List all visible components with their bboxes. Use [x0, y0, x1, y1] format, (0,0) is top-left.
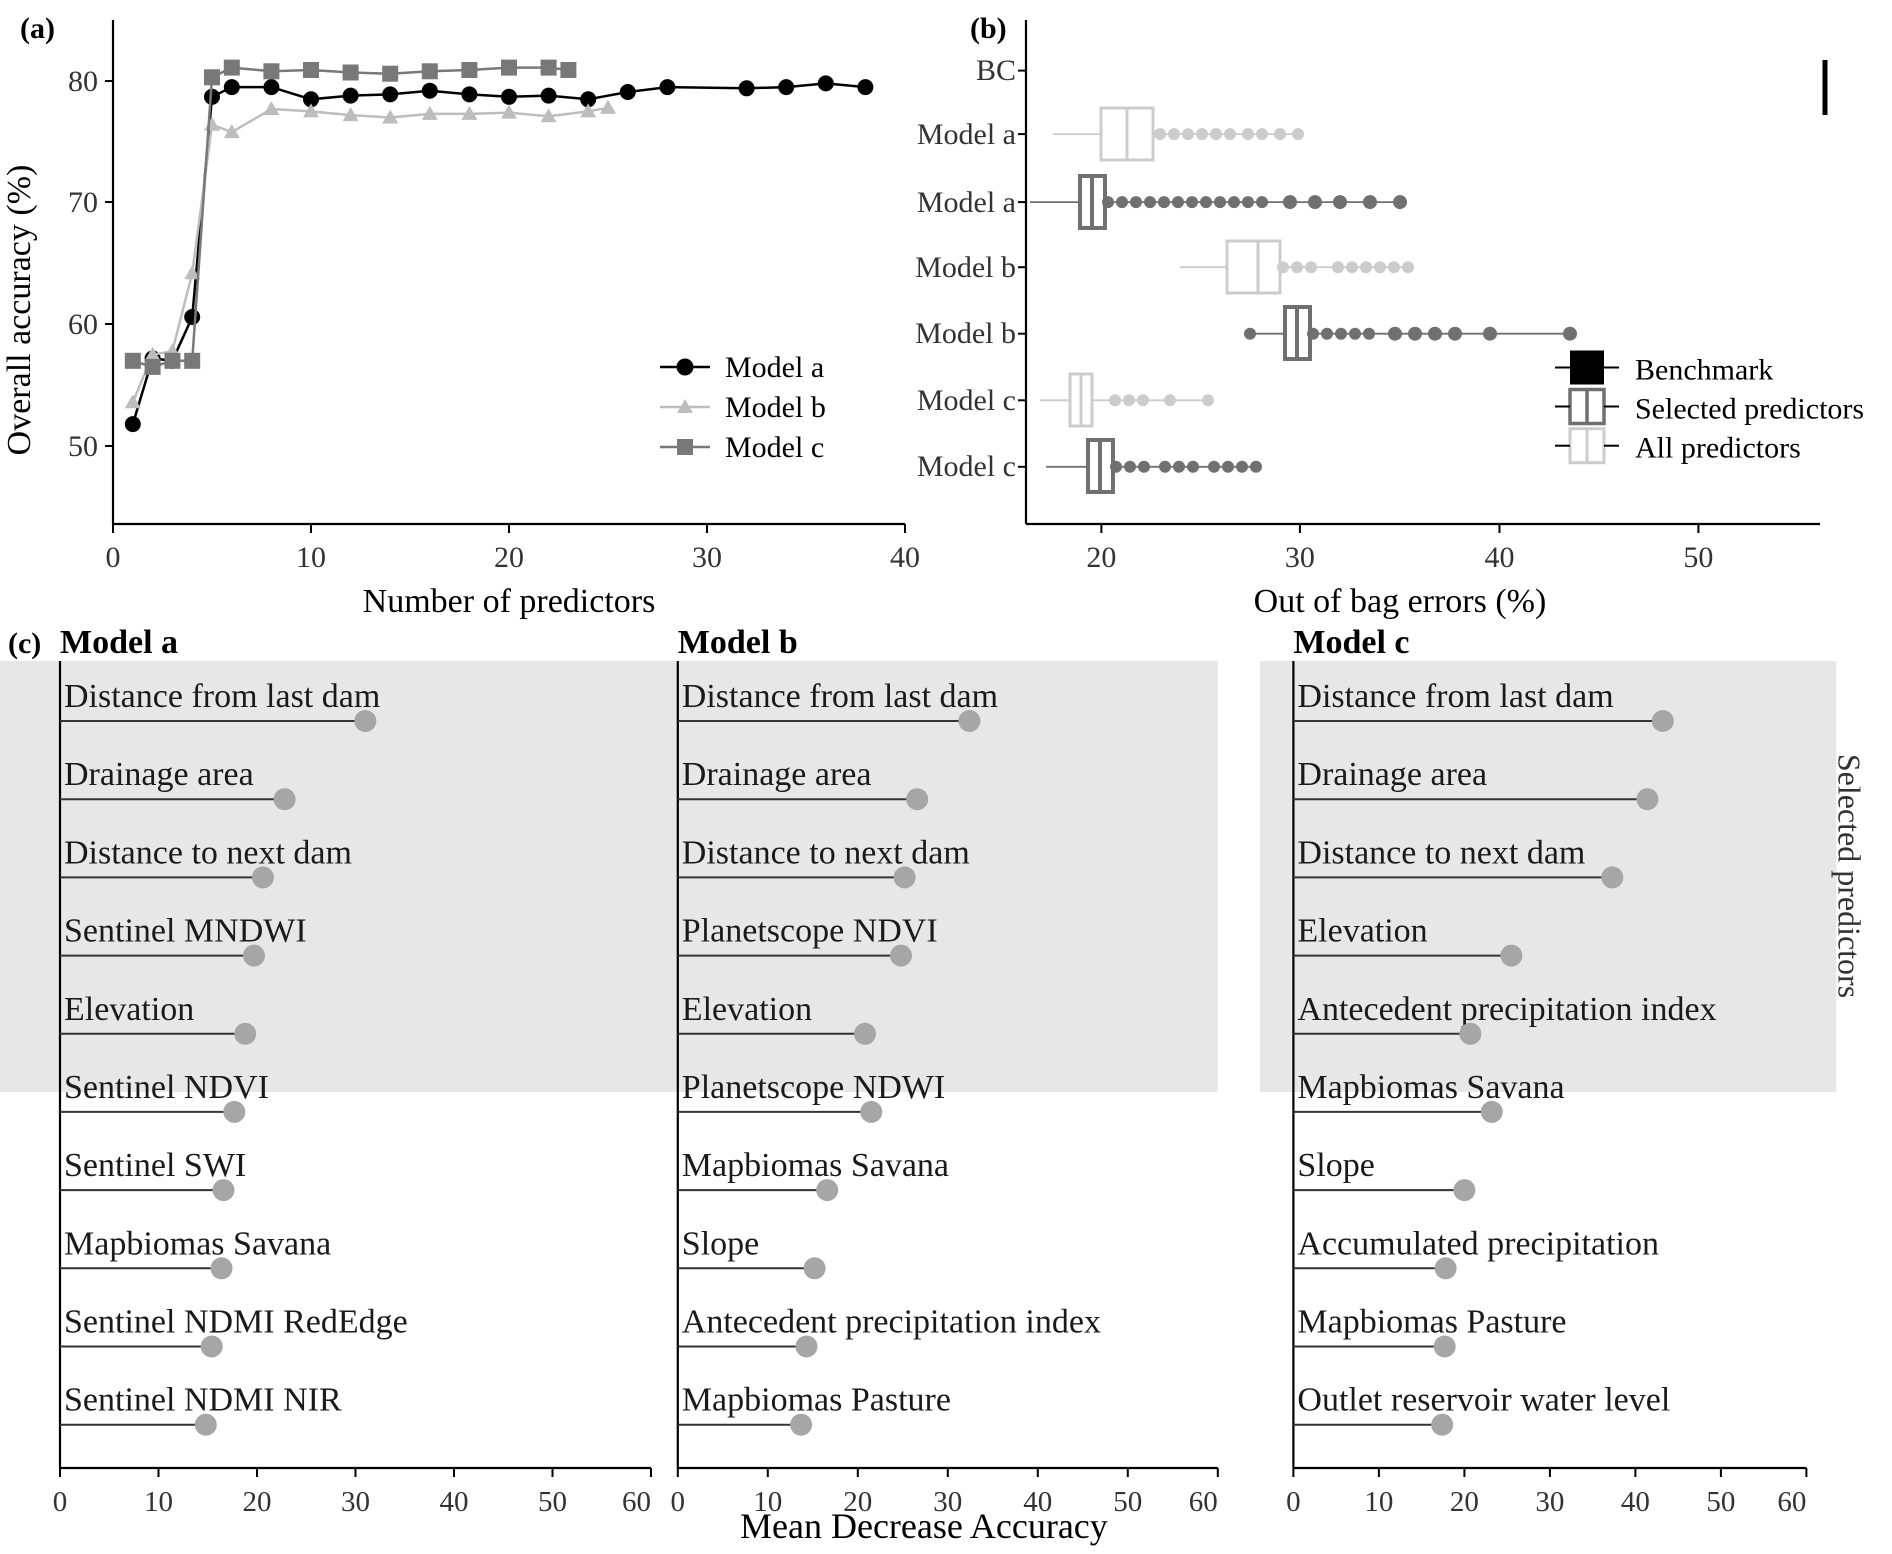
svg-text:20: 20: [1086, 541, 1116, 574]
svg-text:10: 10: [296, 541, 326, 574]
svg-text:Drainage area: Drainage area: [682, 756, 872, 793]
svg-text:Model b: Model b: [915, 251, 1016, 284]
svg-text:Model a: Model a: [917, 118, 1016, 151]
svg-text:Out of bag errors (%): Out of bag errors (%): [1254, 583, 1547, 620]
svg-text:10: 10: [1364, 1486, 1393, 1518]
svg-text:40: 40: [1621, 1486, 1650, 1518]
svg-text:Distance from last dam: Distance from last dam: [682, 678, 998, 715]
svg-text:50: 50: [68, 430, 98, 463]
svg-text:70: 70: [68, 186, 98, 219]
svg-text:40: 40: [440, 1486, 469, 1518]
svg-text:50: 50: [1706, 1486, 1735, 1518]
svg-text:Model a: Model a: [917, 186, 1016, 219]
svg-text:80: 80: [68, 65, 98, 98]
svg-text:Benchmark: Benchmark: [1635, 354, 1773, 387]
svg-text:Model b: Model b: [725, 391, 826, 424]
svg-text:10: 10: [144, 1486, 173, 1518]
svg-text:Number of predictors: Number of predictors: [363, 583, 656, 620]
svg-text:Slope: Slope: [1297, 1147, 1374, 1184]
svg-text:30: 30: [1285, 541, 1315, 574]
svg-text:Drainage area: Drainage area: [1297, 756, 1487, 793]
svg-text:Sentinel MNDWI: Sentinel MNDWI: [64, 913, 307, 950]
svg-text:Mean Decrease Accuracy: Mean Decrease Accuracy: [740, 1506, 1108, 1546]
svg-text:50: 50: [1683, 541, 1713, 574]
svg-text:40: 40: [890, 541, 920, 574]
svg-text:0: 0: [1286, 1486, 1301, 1518]
svg-text:Model c: Model c: [725, 431, 824, 464]
svg-text:Model c: Model c: [917, 450, 1016, 483]
svg-text:(c): (c): [8, 627, 41, 660]
svg-text:20: 20: [1450, 1486, 1479, 1518]
svg-text:Antecedent precipitation index: Antecedent precipitation index: [1297, 991, 1716, 1028]
svg-text:(b): (b): [970, 12, 1007, 45]
svg-text:Model b: Model b: [915, 317, 1016, 350]
svg-text:Mapbiomas Savana: Mapbiomas Savana: [1297, 1069, 1564, 1106]
svg-text:Elevation: Elevation: [64, 991, 194, 1028]
svg-text:Slope: Slope: [682, 1225, 759, 1262]
svg-text:Elevation: Elevation: [1297, 913, 1427, 950]
svg-text:Model b: Model b: [678, 624, 798, 661]
svg-text:Distance to next dam: Distance to next dam: [682, 834, 970, 871]
svg-text:Selected predictors: Selected predictors: [1635, 393, 1864, 426]
svg-text:30: 30: [1535, 1486, 1564, 1518]
svg-text:Distance from last dam: Distance from last dam: [64, 678, 380, 715]
svg-text:Outlet reservoir water level: Outlet reservoir water level: [1297, 1382, 1670, 1419]
svg-text:60: 60: [1777, 1486, 1806, 1518]
svg-text:Drainage area: Drainage area: [64, 756, 254, 793]
svg-text:50: 50: [1113, 1486, 1142, 1518]
svg-text:Mapbiomas Pasture: Mapbiomas Pasture: [682, 1382, 951, 1419]
svg-text:Sentinel NDMI NIR: Sentinel NDMI NIR: [64, 1382, 342, 1419]
svg-text:60: 60: [68, 308, 98, 341]
svg-text:Distance to next dam: Distance to next dam: [64, 834, 352, 871]
svg-text:0: 0: [106, 541, 121, 574]
svg-text:Distance to next dam: Distance to next dam: [1297, 834, 1585, 871]
svg-text:(a): (a): [20, 12, 55, 45]
svg-text:40: 40: [1485, 541, 1515, 574]
svg-text:Mapbiomas Pasture: Mapbiomas Pasture: [1297, 1304, 1566, 1341]
svg-text:Mapbiomas Savana: Mapbiomas Savana: [64, 1225, 331, 1262]
svg-text:Model c: Model c: [917, 384, 1016, 417]
svg-text:Planetscope NDWI: Planetscope NDWI: [682, 1069, 945, 1106]
svg-text:Overall accuracy (%): Overall accuracy (%): [1, 165, 38, 456]
svg-text:Planetscope NDVI: Planetscope NDVI: [682, 913, 938, 950]
svg-text:Model a: Model a: [60, 624, 178, 661]
svg-text:30: 30: [341, 1486, 370, 1518]
svg-text:Model a: Model a: [725, 351, 824, 384]
svg-text:Selected predictors: Selected predictors: [1831, 754, 1867, 998]
svg-text:Sentinel NDMI RedEdge: Sentinel NDMI RedEdge: [64, 1304, 408, 1341]
svg-text:50: 50: [538, 1486, 567, 1518]
svg-text:Mapbiomas Savana: Mapbiomas Savana: [682, 1147, 949, 1184]
svg-text:20: 20: [243, 1486, 272, 1518]
svg-text:60: 60: [1189, 1486, 1218, 1518]
svg-text:Distance from last dam: Distance from last dam: [1297, 678, 1613, 715]
svg-text:Antecedent precipitation index: Antecedent precipitation index: [682, 1304, 1101, 1341]
svg-text:Model c: Model c: [1293, 624, 1409, 661]
svg-text:All predictors: All predictors: [1635, 432, 1801, 465]
svg-text:Sentinel NDVI: Sentinel NDVI: [64, 1069, 269, 1106]
svg-text:Elevation: Elevation: [682, 991, 812, 1028]
svg-text:60: 60: [622, 1486, 651, 1518]
svg-text:0: 0: [671, 1486, 686, 1518]
svg-text:0: 0: [53, 1486, 68, 1518]
svg-text:30: 30: [692, 541, 722, 574]
svg-text:BC: BC: [976, 54, 1016, 87]
svg-text:Accumulated precipitation: Accumulated precipitation: [1297, 1225, 1659, 1262]
svg-text:20: 20: [494, 541, 524, 574]
svg-text:Sentinel SWI: Sentinel SWI: [64, 1147, 246, 1184]
